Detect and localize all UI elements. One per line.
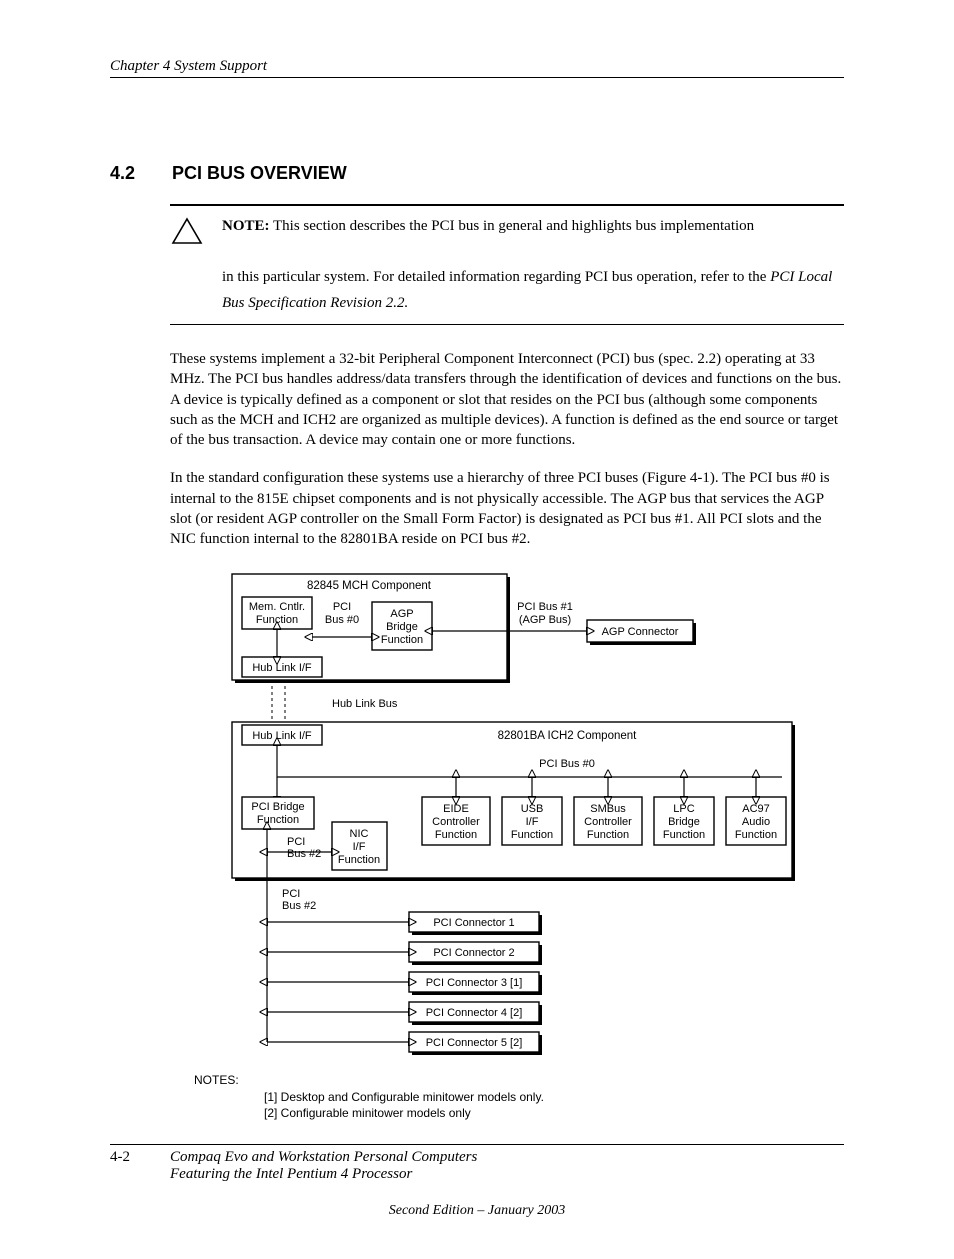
section-title: PCI BUS OVERVIEW: [172, 163, 347, 184]
pci2b-l1: PCI: [282, 888, 300, 900]
agp-conn: AGP Connector: [602, 626, 679, 638]
bus1-l2: (AGP Bus): [519, 614, 571, 626]
agp-l1: AGP: [390, 608, 413, 620]
svg-text:I/F: I/F: [526, 816, 539, 828]
chapter-header: Chapter 4 System Support: [110, 58, 844, 78]
svg-text:Audio: Audio: [742, 816, 770, 828]
mch-title: 82845 MCH Component: [307, 580, 432, 592]
section-heading: 4.2 PCI BUS OVERVIEW: [110, 163, 844, 184]
pci-bus0: PCI Bus #0: [539, 758, 595, 770]
pci-l1: PCI: [333, 601, 351, 613]
paragraph-1: These systems implement a 32-bit Periphe…: [170, 349, 844, 450]
warning-icon: [170, 214, 210, 316]
svg-text:PCI Connector 5 [2]: PCI Connector 5 [2]: [426, 1037, 523, 1049]
svg-text:LPC: LPC: [673, 803, 694, 815]
svg-text:PCI Connector 1: PCI Connector 1: [433, 917, 514, 929]
pcibridge-l1: PCI Bridge: [251, 801, 304, 813]
note-lead: NOTE:: [222, 218, 270, 234]
svg-text:Controller: Controller: [584, 816, 632, 828]
pci-connectors: PCI Connector 1 PCI Connector 2 PCI Conn…: [267, 912, 542, 1055]
ich-title: 82801BA ICH2 Component: [498, 730, 638, 742]
mem-l1: Mem. Cntlr.: [249, 601, 305, 613]
svg-text:SMBus: SMBus: [590, 803, 626, 815]
svg-text:Function: Function: [735, 829, 777, 841]
hublink-if-2: Hub Link I/F: [252, 730, 312, 742]
pcibridge-l2: Function: [257, 814, 299, 826]
diagram-notes: NOTES: [1] Desktop and Configurable mini…: [194, 1073, 844, 1121]
nic-l3: Function: [338, 854, 380, 866]
pci2-l2: Bus #2: [287, 848, 321, 860]
svg-text:PCI Connector 2: PCI Connector 2: [433, 947, 514, 959]
paragraph-2: In the standard configuration these syst…: [170, 468, 844, 549]
footer-separator: [110, 1144, 844, 1145]
notes-title: NOTES:: [194, 1073, 844, 1087]
nic-l2: I/F: [353, 841, 366, 853]
agp-l2: Bridge: [386, 621, 418, 633]
svg-text:Function: Function: [587, 829, 629, 841]
svg-text:Bridge: Bridge: [668, 816, 700, 828]
mem-l2: Function: [256, 614, 298, 626]
svg-text:Function: Function: [435, 829, 477, 841]
bus1-l1: PCI Bus #1: [517, 601, 573, 613]
page-number: 4-2: [110, 1149, 170, 1166]
pci-bus-diagram: 82845 MCH Component Mem. Cntlr. Function…: [157, 567, 797, 1067]
footer-title: Compaq Evo and Workstation Personal Comp…: [170, 1149, 477, 1166]
section-number: 4.2: [110, 163, 148, 184]
svg-text:Function: Function: [663, 829, 705, 841]
nic-l1: NIC: [350, 828, 369, 840]
note-text: NOTE: This section describes the PCI bus…: [222, 214, 844, 316]
note-box: NOTE: This section describes the PCI bus…: [170, 204, 844, 325]
pci2b-l2: Bus #2: [282, 900, 316, 912]
note-line1: This section describes the PCI bus in ge…: [273, 218, 754, 234]
hublink-bus: Hub Link Bus: [332, 698, 398, 710]
footer-line1: 4-2 Compaq Evo and Workstation Personal …: [110, 1149, 844, 1166]
note-1: [1] Desktop and Configurable minitower m…: [264, 1089, 844, 1105]
svg-text:AC97: AC97: [742, 803, 770, 815]
agp-l3: Function: [381, 634, 423, 646]
svg-text:Function: Function: [511, 829, 553, 841]
svg-text:USB: USB: [521, 803, 544, 815]
footer-line2: Featuring the Intel Pentium 4 Processor: [170, 1166, 844, 1183]
note-2: [2] Configurable minitower models only: [264, 1105, 844, 1121]
edition-line: Second Edition – January 2003: [110, 1203, 844, 1219]
svg-text:Controller: Controller: [432, 816, 480, 828]
note-line2a: in this particular system. For detailed …: [222, 269, 770, 285]
svg-text:EIDE: EIDE: [443, 803, 469, 815]
svg-text:PCI Connector 3 [1]: PCI Connector 3 [1]: [426, 977, 523, 989]
hublink-if-1: Hub Link I/F: [252, 662, 312, 674]
chapter-text: Chapter 4 System Support: [110, 58, 267, 74]
pci-l2: Bus #0: [325, 614, 359, 626]
pci2-l1: PCI: [287, 836, 305, 848]
svg-text:PCI Connector 4 [2]: PCI Connector 4 [2]: [426, 1007, 523, 1019]
